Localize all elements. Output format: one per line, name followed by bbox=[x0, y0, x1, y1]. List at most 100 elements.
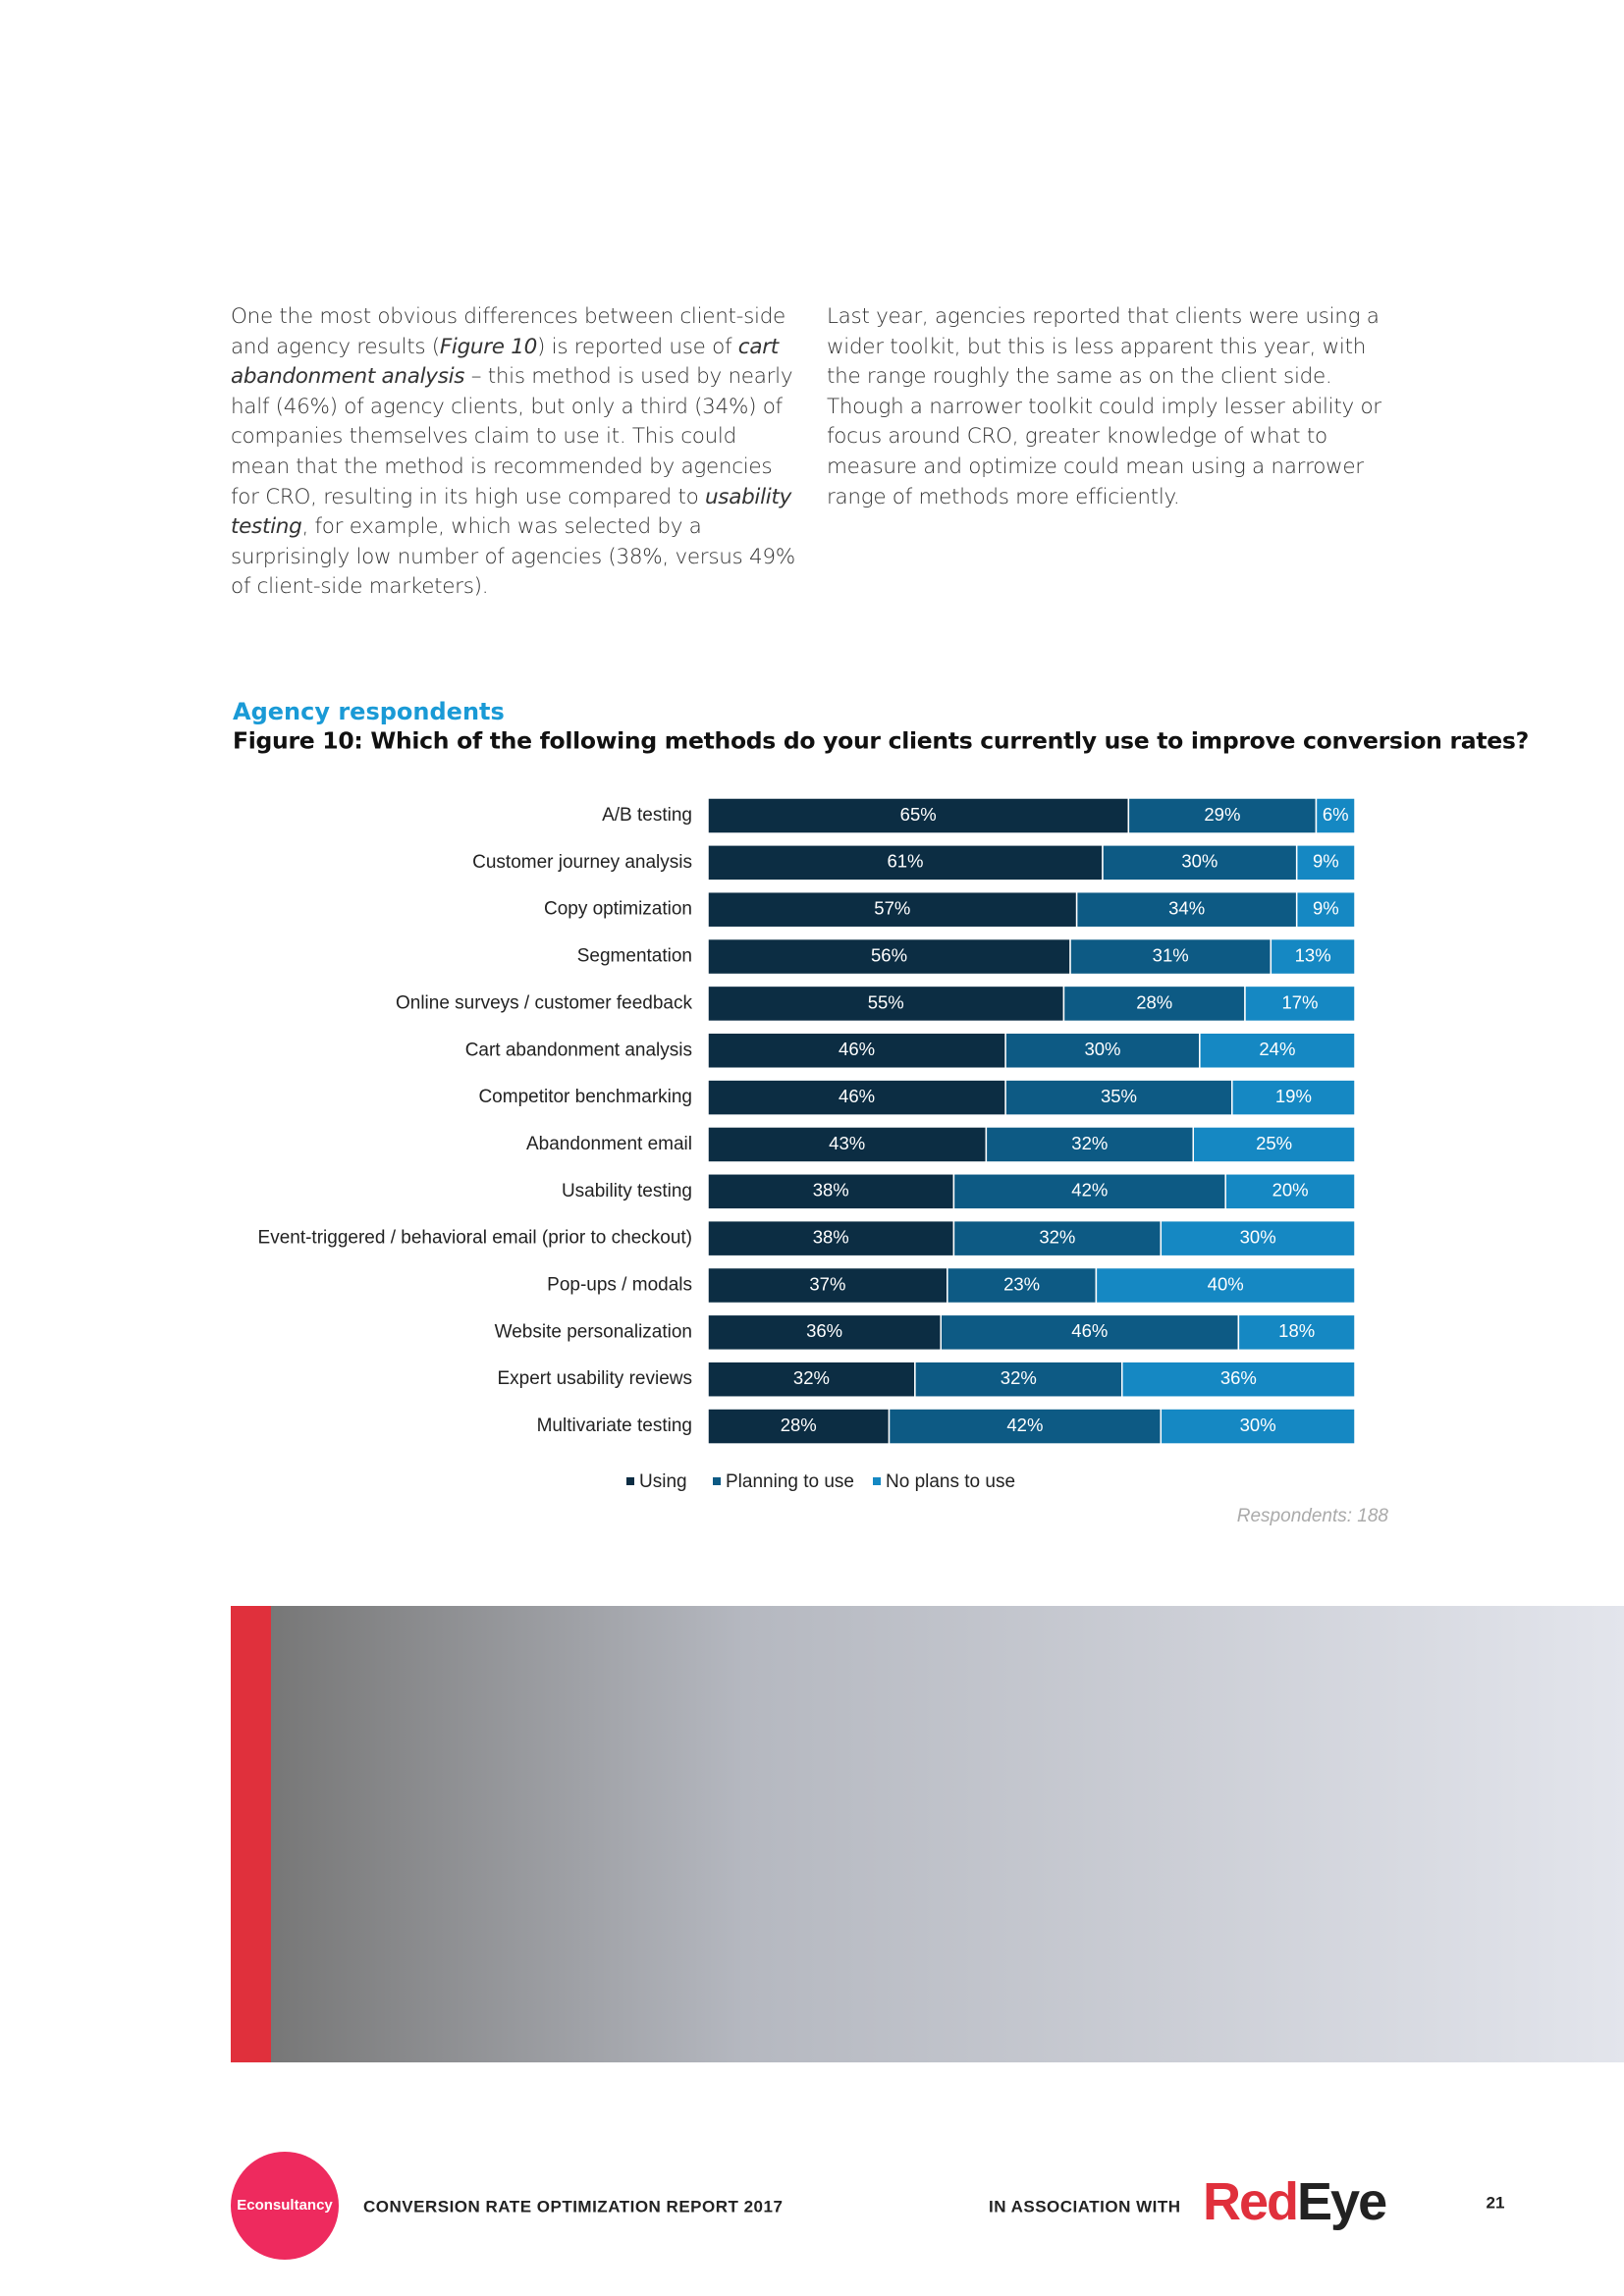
value-label: 30% bbox=[1240, 1415, 1276, 1435]
logo-circle bbox=[231, 2152, 339, 2260]
value-label: 17% bbox=[1281, 991, 1318, 1012]
text: – this method is used by nearly half (46… bbox=[231, 364, 793, 509]
category-label: Pop-ups / modals bbox=[547, 1275, 692, 1296]
value-label: 32% bbox=[1001, 1367, 1037, 1388]
value-label: 23% bbox=[1003, 1273, 1040, 1294]
category-label: Usability testing bbox=[562, 1181, 692, 1201]
bar-segment bbox=[707, 1408, 891, 1445]
value-label: 29% bbox=[1204, 804, 1240, 825]
legend-swatch bbox=[626, 1477, 634, 1485]
value-label: 42% bbox=[1006, 1415, 1043, 1435]
bar-segment bbox=[707, 1266, 948, 1305]
text: Last year, agencies reported that client… bbox=[827, 304, 1381, 509]
partner-part: Red bbox=[1203, 2172, 1297, 2231]
value-label: 25% bbox=[1256, 1133, 1292, 1153]
value-label: 46% bbox=[839, 1086, 875, 1106]
legend-label: Planning to use bbox=[726, 1471, 854, 1492]
legend-swatch bbox=[873, 1477, 881, 1485]
value-label: 32% bbox=[1071, 1133, 1108, 1153]
bar-segment bbox=[952, 1173, 1226, 1210]
value-label: 13% bbox=[1295, 944, 1331, 965]
value-label: 34% bbox=[1168, 898, 1205, 919]
bar-segment bbox=[1224, 1173, 1356, 1210]
bar-segment bbox=[1231, 1079, 1356, 1116]
bar-segment bbox=[1121, 1361, 1356, 1398]
note: Respondents: 188 bbox=[1237, 1506, 1389, 1526]
value-label: 30% bbox=[1181, 851, 1218, 872]
bar-segment bbox=[914, 1361, 1123, 1398]
value-label: 37% bbox=[809, 1273, 845, 1294]
value-label: 32% bbox=[1039, 1227, 1075, 1248]
value-label: 65% bbox=[900, 804, 937, 825]
category-label: Abandonment email bbox=[526, 1134, 692, 1154]
value-label: 38% bbox=[813, 1227, 849, 1248]
value-label: 57% bbox=[874, 898, 910, 919]
partner-part: Eye bbox=[1297, 2172, 1386, 2231]
value-label: 9% bbox=[1313, 851, 1339, 872]
photo bbox=[271, 1606, 1624, 2062]
text: , for example, which was selected by a s… bbox=[231, 514, 795, 600]
value-label: 32% bbox=[793, 1367, 830, 1388]
value-label: 9% bbox=[1313, 898, 1339, 919]
value-label: 36% bbox=[1220, 1367, 1257, 1388]
footer-association: IN ASSOCIATION WITH bbox=[989, 2197, 1181, 2216]
bar-segment bbox=[707, 1173, 955, 1210]
bar-segment bbox=[1270, 937, 1356, 976]
category-label: Segmentation bbox=[577, 946, 692, 967]
bar-segment bbox=[707, 1219, 955, 1257]
value-label: 6% bbox=[1323, 804, 1349, 825]
value-label: 28% bbox=[1136, 991, 1172, 1012]
bar-segment bbox=[707, 797, 1130, 834]
category-label: Online surveys / customer feedback bbox=[396, 992, 693, 1013]
value-label: 42% bbox=[1071, 1180, 1108, 1201]
bar-segment bbox=[1295, 890, 1356, 929]
category-label: A/B testing bbox=[602, 805, 692, 826]
value-label: 19% bbox=[1275, 1086, 1312, 1106]
text: ) is reported use of bbox=[537, 334, 738, 359]
bar-segment bbox=[1127, 797, 1318, 834]
footer-report: CONVERSION RATE OPTIMIZATION REPORT 2017 bbox=[363, 2197, 783, 2216]
value-label: 20% bbox=[1272, 1180, 1309, 1201]
bar-segment bbox=[1102, 844, 1298, 881]
bar-segment bbox=[1295, 844, 1356, 881]
bar-segment bbox=[707, 1079, 1006, 1116]
bar-segment bbox=[1069, 937, 1272, 976]
value-label: 56% bbox=[871, 944, 907, 965]
page-number: 21 bbox=[1487, 2193, 1505, 2212]
brand: Econsultancy bbox=[237, 2197, 333, 2214]
bar-segment bbox=[985, 1126, 1194, 1163]
category-label: Website personalization bbox=[495, 1321, 692, 1342]
value-label: 36% bbox=[806, 1320, 842, 1341]
value-label: 30% bbox=[1240, 1227, 1276, 1248]
bar-segment bbox=[1315, 797, 1356, 834]
chart-title: Figure 10: Which of the following method… bbox=[233, 727, 1529, 755]
bar-segment bbox=[707, 844, 1104, 881]
category-label: Competitor benchmarking bbox=[478, 1087, 692, 1107]
category-label: Customer journey analysis bbox=[472, 852, 692, 873]
bar-segment bbox=[707, 890, 1078, 929]
bar-segment bbox=[888, 1408, 1163, 1445]
category-label: Copy optimization bbox=[544, 899, 692, 920]
value-label: 55% bbox=[868, 991, 904, 1012]
bar-segment bbox=[707, 937, 1071, 976]
bar-segment bbox=[1244, 985, 1356, 1023]
bar-segment bbox=[947, 1266, 1098, 1305]
legend-swatch bbox=[713, 1477, 721, 1485]
bar-segment bbox=[1192, 1126, 1356, 1163]
accent-bar bbox=[231, 1606, 271, 2062]
text: cart abandonment analysis bbox=[231, 334, 779, 390]
bar-segment bbox=[1160, 1219, 1356, 1257]
bar-segment bbox=[707, 1313, 942, 1352]
bar-segment bbox=[1095, 1266, 1356, 1305]
text: Figure 10 bbox=[439, 334, 538, 359]
value-label: 28% bbox=[781, 1415, 817, 1435]
value-label: 31% bbox=[1153, 944, 1189, 965]
text-column: One the most obvious differences between… bbox=[231, 302, 800, 603]
value-label: 35% bbox=[1101, 1086, 1137, 1106]
value-label: 24% bbox=[1259, 1039, 1295, 1059]
bar-segment bbox=[1062, 985, 1246, 1023]
text: usability testing bbox=[231, 484, 791, 540]
bar-segment bbox=[707, 1032, 1006, 1069]
bar-segment bbox=[1237, 1313, 1356, 1352]
